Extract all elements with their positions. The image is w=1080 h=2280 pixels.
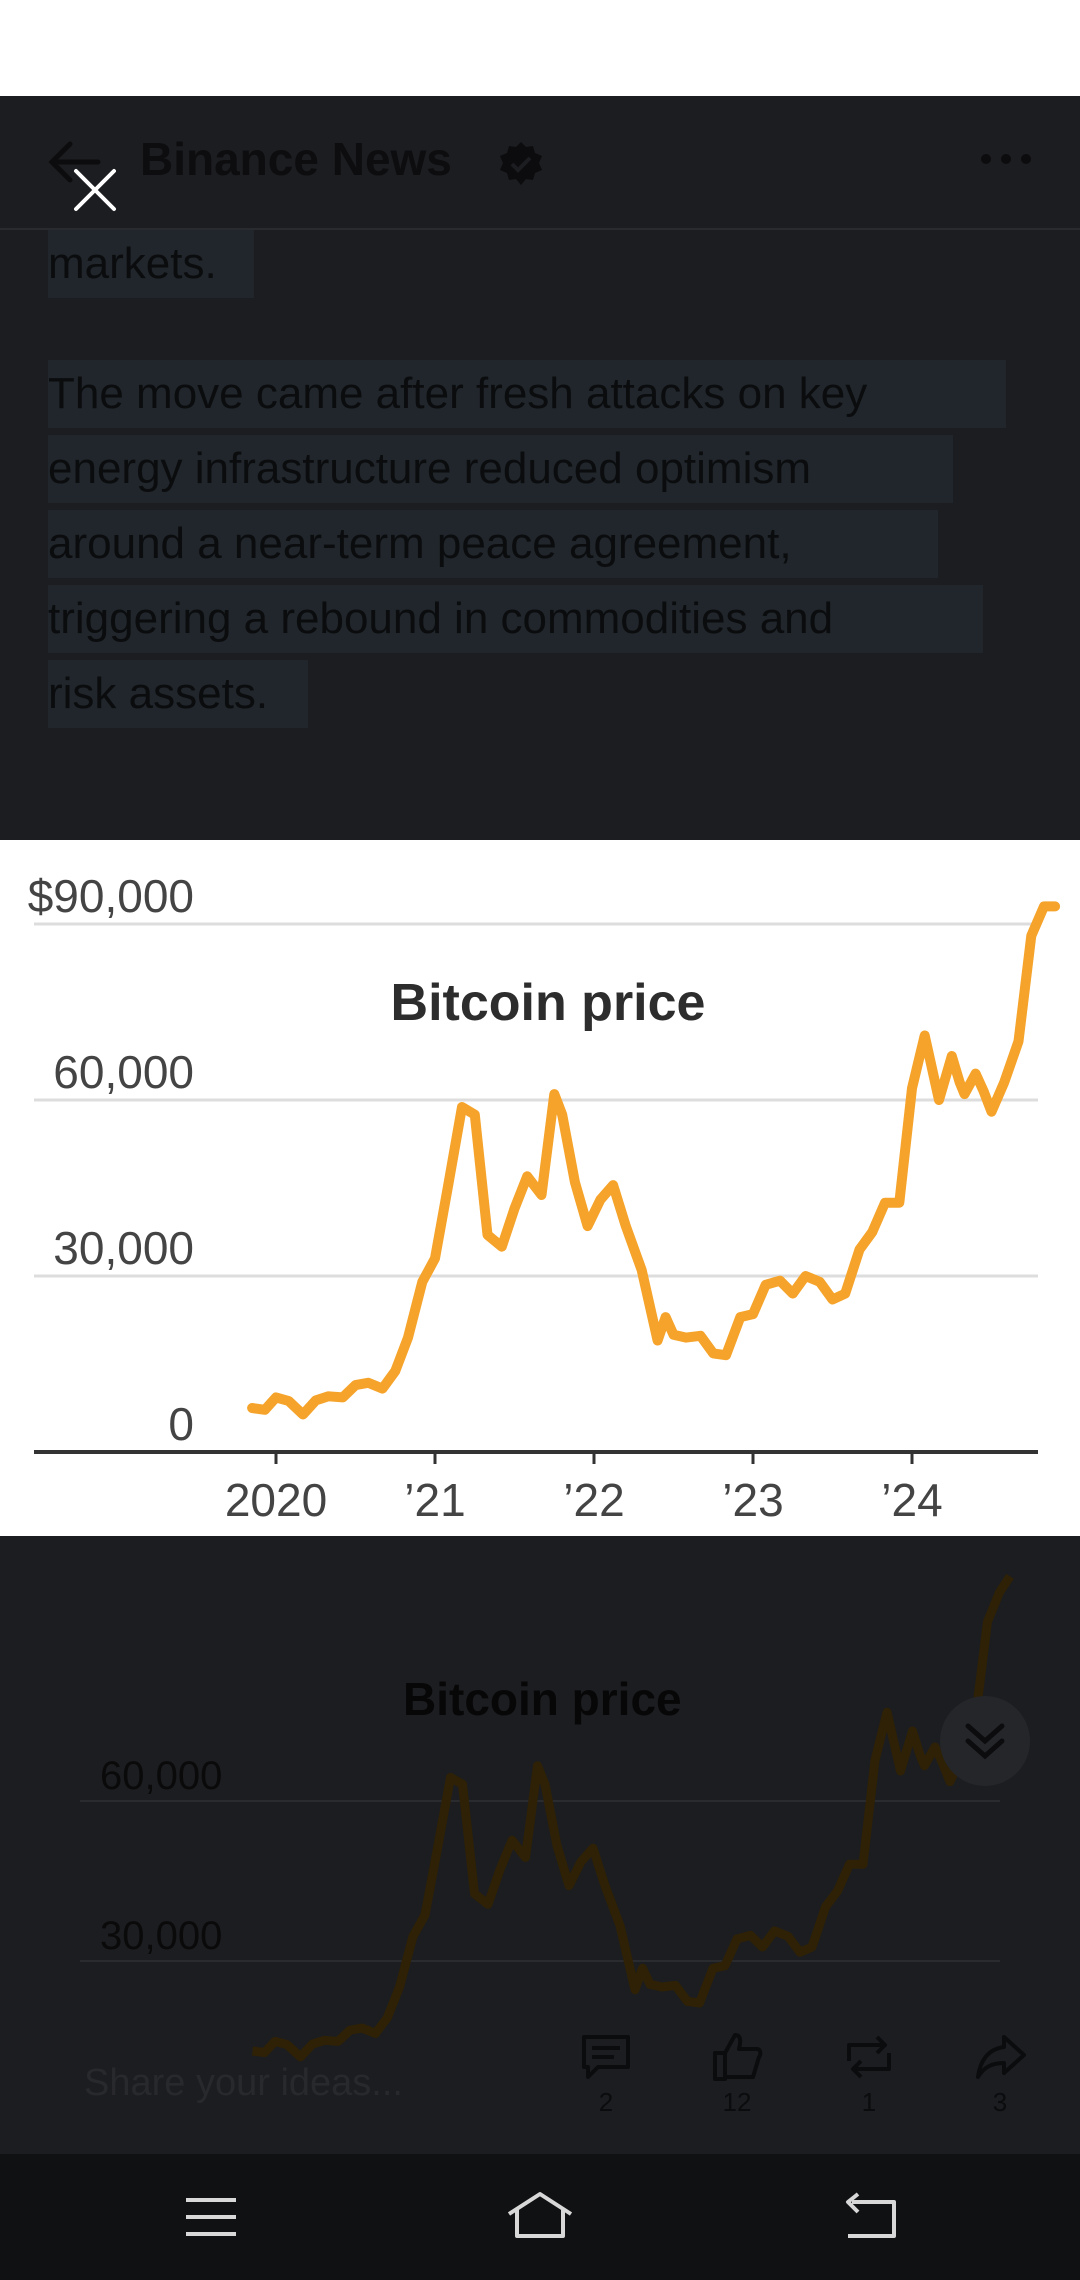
more-options-icon[interactable] xyxy=(976,144,1036,174)
like-button[interactable]: 12 xyxy=(692,2031,782,2141)
share-count: 3 xyxy=(992,2087,1008,2117)
back-icon[interactable] xyxy=(836,2186,906,2248)
article-text-line: The move came after fresh attacks on key xyxy=(48,360,1006,428)
share-button[interactable]: 3 xyxy=(955,2031,1045,2141)
x-tick-label: ’23 xyxy=(722,1474,783,1526)
top-bar: Binance News xyxy=(0,96,1080,230)
recent-apps-icon[interactable] xyxy=(176,2186,246,2248)
thumbs-up-icon xyxy=(713,2033,763,2081)
background-ytick-label: 60,000 xyxy=(100,1754,222,1798)
image-viewer[interactable]: 0 30,000 60,000 $90,000 2020 ’21 ’22 ’23 ’24 Bi… xyxy=(0,840,1080,1536)
back-arrow-icon[interactable] xyxy=(44,134,104,190)
article-text-line: markets. xyxy=(48,230,254,298)
scroll-down-button[interactable] xyxy=(940,1696,1030,1786)
home-icon[interactable] xyxy=(505,2186,575,2248)
comment-icon xyxy=(582,2035,630,2079)
y-tick-label: $90,000 xyxy=(28,870,194,922)
like-count: 12 xyxy=(722,2087,752,2117)
background-series-line xyxy=(251,1573,1014,2062)
x-tick-label: ’21 xyxy=(404,1474,465,1526)
share-arrow-icon xyxy=(976,2035,1026,2079)
article-text-line: around a near-term peace agreement, xyxy=(48,510,938,578)
y-tick-label: 30,000 xyxy=(53,1222,194,1274)
article-text-line: risk assets. xyxy=(48,660,308,728)
repost-count: 1 xyxy=(861,2087,877,2117)
article-text-line: energy infrastructure reduced optimism xyxy=(48,435,953,503)
close-icon[interactable] xyxy=(70,165,120,215)
y-tick-label: 0 xyxy=(168,1398,194,1450)
background-chart: Bitcoin price 60,000 30,000 xyxy=(80,1573,1014,2062)
article-text-line: triggering a rebound in commodities and xyxy=(48,585,983,653)
background-chart-title: Bitcoin price xyxy=(403,1673,682,1725)
account-name[interactable]: Binance News xyxy=(140,133,452,185)
background-ytick-label: 30,000 xyxy=(100,1914,222,1958)
double-chevron-down-icon xyxy=(965,1723,1005,1760)
comment-button[interactable]: 2 xyxy=(561,2031,651,2141)
x-tick-label: 2020 xyxy=(225,1474,327,1526)
bitcoin-price-chart: 0 30,000 60,000 $90,000 2020 ’21 ’22 ’23 ’24 Bi… xyxy=(28,870,1061,1526)
x-tick-label: ’24 xyxy=(881,1474,942,1526)
repost-button[interactable]: 1 xyxy=(824,2031,914,2141)
series-line xyxy=(247,901,1061,1420)
x-tick-label: ’22 xyxy=(563,1474,624,1526)
repost-icon xyxy=(847,2035,891,2079)
comment-count: 2 xyxy=(598,2087,614,2117)
system-navigation-bar xyxy=(0,2154,1080,2280)
verified-badge-icon xyxy=(500,142,542,185)
share-ideas-input[interactable]: Share your ideas... xyxy=(84,2062,403,2104)
y-tick-label: 60,000 xyxy=(53,1046,194,1098)
chart-title: Bitcoin price xyxy=(391,974,706,1032)
